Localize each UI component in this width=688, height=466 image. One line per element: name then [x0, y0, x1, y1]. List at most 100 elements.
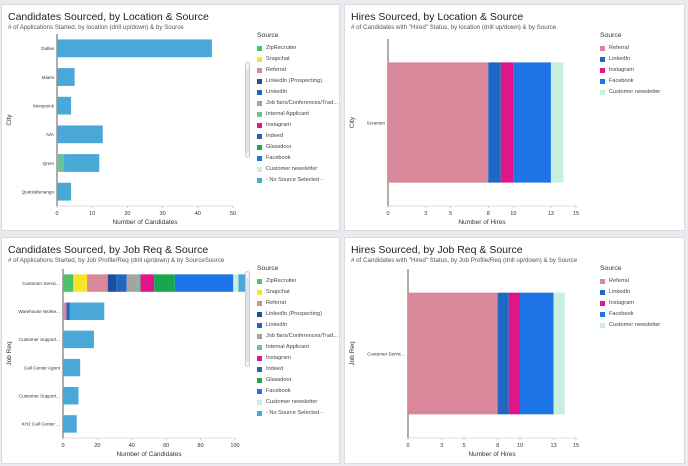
legend-item-job-fairs-conferences-trad[interactable]: Job fairs/Conferences/Trad... — [257, 331, 338, 342]
y-axis-title: City — [349, 116, 356, 128]
bar-segment-no-source-selected[interactable] — [63, 330, 94, 349]
bar-segment-no-source-selected[interactable] — [238, 274, 248, 292]
legend-title: Source — [257, 265, 279, 272]
bar-segment-no-source-selected[interactable] — [57, 125, 103, 144]
legend-item-linkedin[interactable]: LinkedIn — [257, 320, 338, 331]
bar-segment-facebook[interactable] — [174, 274, 234, 292]
bar-segment-no-source-selected[interactable] — [57, 68, 75, 86]
category-label: Qrem — [43, 161, 55, 166]
bar-segment-internal-applicant[interactable] — [57, 154, 65, 172]
legend-item-referral[interactable]: Referral — [257, 65, 338, 76]
x-tick-label: 0 — [386, 211, 389, 217]
legend-item-no-source-selected[interactable]: - No Source Selected - — [257, 175, 338, 186]
legend-item-facebook[interactable]: Facebook — [600, 76, 660, 87]
legend-item-linkedin[interactable]: LinkedIn — [600, 54, 660, 65]
bar-segment-referral[interactable] — [63, 302, 67, 320]
bar-segment-facebook[interactable] — [520, 292, 554, 415]
bar-segment-no-source-selected[interactable] — [63, 387, 79, 405]
legend-swatch — [600, 301, 605, 306]
legend-item-referral[interactable]: Referral — [600, 43, 660, 54]
legend-label: Referral — [609, 278, 629, 284]
legend-item-referral[interactable]: Referral — [600, 276, 660, 287]
x-tick-label: 40 — [195, 211, 201, 217]
legend-item-internal-applicant[interactable]: Internal Applicant — [257, 342, 338, 353]
bar-segment-referral[interactable] — [87, 274, 108, 292]
legend-item-indeed[interactable]: Indeed — [257, 364, 338, 375]
legend-item-linkedin-prospecting[interactable]: LinkedIn (Prospecting) — [257, 76, 338, 87]
hires-by-jobreq-chart[interactable]: 0 3 5 8 10 13 15 Customer Servic... Number of Hi… — [345, 238, 685, 464]
legend-scrollbar[interactable] — [245, 62, 250, 158]
category-label: Customer Servic... — [367, 351, 405, 356]
legend-item-glassdoor[interactable]: Glassdoor — [257, 142, 338, 153]
legend-item-instagram[interactable]: Instagram — [257, 353, 338, 364]
legend-swatch — [257, 57, 262, 62]
bar-segment-glassdoor[interactable] — [154, 274, 175, 292]
legend-item-customer-newsletter[interactable]: Customer newsletter — [600, 320, 660, 331]
bar-segment-linkedin[interactable] — [488, 62, 501, 183]
legend-item-instagram[interactable]: Instagram — [600, 298, 660, 309]
bar-segment-instagram[interactable] — [140, 274, 155, 292]
legend-item-linkedin[interactable]: LinkedIn — [257, 87, 338, 98]
panel-title: Candidates Sourced, by Job Req & Source — [8, 244, 209, 256]
legend-label: Referral — [266, 300, 286, 306]
legend-item-no-source-selected[interactable]: - No Source Selected - — [257, 408, 338, 419]
legend-item-glassdoor[interactable]: Glassdoor — [257, 375, 338, 386]
legend-item-indeed[interactable]: Indeed — [257, 131, 338, 142]
legend-item-linkedin[interactable]: LinkedIn — [600, 287, 660, 298]
legend-item-instagram[interactable]: Instagram — [600, 65, 660, 76]
category-label: Scranton — [367, 120, 386, 125]
bar-segment-no-source-selected[interactable] — [69, 302, 105, 320]
legend-scroll-thumb[interactable] — [246, 278, 249, 362]
bar-segment-internal-applicant[interactable] — [136, 274, 141, 292]
bar-segment-no-source-selected[interactable] — [63, 415, 77, 433]
bar-segment-no-source-selected[interactable] — [57, 96, 72, 115]
bar-segment-no-source-selected[interactable] — [64, 154, 100, 172]
legend-item-job-fairs-conferences-trad[interactable]: Job fairs/Conferences/Trad... — [257, 98, 338, 109]
x-tick-label: 13 — [551, 443, 557, 449]
bar-segment-job-fairs-conferences-trad[interactable] — [126, 274, 137, 292]
legend-item-snapchat[interactable]: Snapchat — [257, 287, 338, 298]
bar-segment-linkedin[interactable] — [497, 292, 509, 415]
legend-item-referral[interactable]: Referral — [257, 298, 338, 309]
legend-item-ziprecruiter[interactable]: ZipRecruiter — [257, 276, 338, 287]
bar-segment-linkedin[interactable] — [116, 274, 127, 292]
legend-item-internal-applicant[interactable]: Internal Applicant — [257, 109, 338, 120]
legend: Source Referral LinkedIn Instagram Facebook… — [600, 265, 660, 331]
candidates-by-jobreq-chart[interactable]: 0 20 40 60 80 100 Customer Servic... Warehouse … — [2, 238, 340, 464]
bar-segment-instagram[interactable] — [500, 62, 514, 183]
legend-item-facebook[interactable]: Facebook — [257, 153, 338, 164]
legend-item-ziprecruiter[interactable]: ZipRecruiter — [257, 43, 338, 54]
bar-segment-no-source-selected[interactable] — [63, 358, 81, 377]
bar-segment-customer-newsletter[interactable] — [550, 62, 564, 183]
legend-label: Job fairs/Conferences/Trad... — [266, 100, 338, 106]
bar-segment-ziprecruiter[interactable] — [63, 274, 74, 292]
legend-scrollbar[interactable] — [245, 271, 250, 367]
legend-item-snapchat[interactable]: Snapchat — [257, 54, 338, 65]
bar-segment-facebook[interactable] — [513, 62, 551, 183]
bar-segment-referral[interactable] — [388, 62, 489, 183]
candidates-by-location-chart[interactable]: 0 10 20 30 40 50 Dallas Miami Monyerick N/A Qrem Qu… — [2, 5, 340, 231]
legend-item-facebook[interactable]: Facebook — [600, 309, 660, 320]
hires-by-location-chart[interactable]: 0 3 5 8 10 13 15 Scranton Number of Hires City — [345, 5, 685, 231]
legend-item-facebook[interactable]: Facebook — [257, 386, 338, 397]
legend-scroll-thumb[interactable] — [246, 69, 249, 153]
bar-segment-linkedin[interactable] — [66, 302, 70, 320]
legend-item-customer-newsletter[interactable]: Customer newsletter — [257, 164, 338, 175]
bar-segment-customer-newsletter[interactable] — [553, 292, 565, 415]
bar-segment-no-source-selected[interactable] — [57, 39, 212, 58]
legend-swatch — [257, 356, 262, 361]
category-label: Warehouse Worke... — [18, 309, 60, 314]
category-label: Customer Support... — [19, 337, 60, 342]
legend-item-customer-newsletter[interactable]: Customer newsletter — [257, 397, 338, 408]
bar-segment-linkedin-prospecting[interactable] — [107, 274, 117, 292]
legend-item-instagram[interactable]: Instagram — [257, 120, 338, 131]
legend-item-customer-newsletter[interactable]: Customer newsletter — [600, 87, 660, 98]
bar-segment-instagram[interactable] — [508, 292, 520, 415]
bar-segment-customer-newsletter[interactable] — [233, 274, 239, 292]
bar-segment-snapchat[interactable] — [73, 274, 88, 292]
legend-item-linkedin-prospecting[interactable]: LinkedIn (Prospecting) — [257, 309, 338, 320]
category-label: Customer Support... — [19, 394, 60, 399]
bar-segment-referral[interactable] — [408, 292, 498, 415]
legend-swatch — [600, 90, 605, 95]
bar-segment-no-source-selected[interactable] — [57, 182, 72, 201]
